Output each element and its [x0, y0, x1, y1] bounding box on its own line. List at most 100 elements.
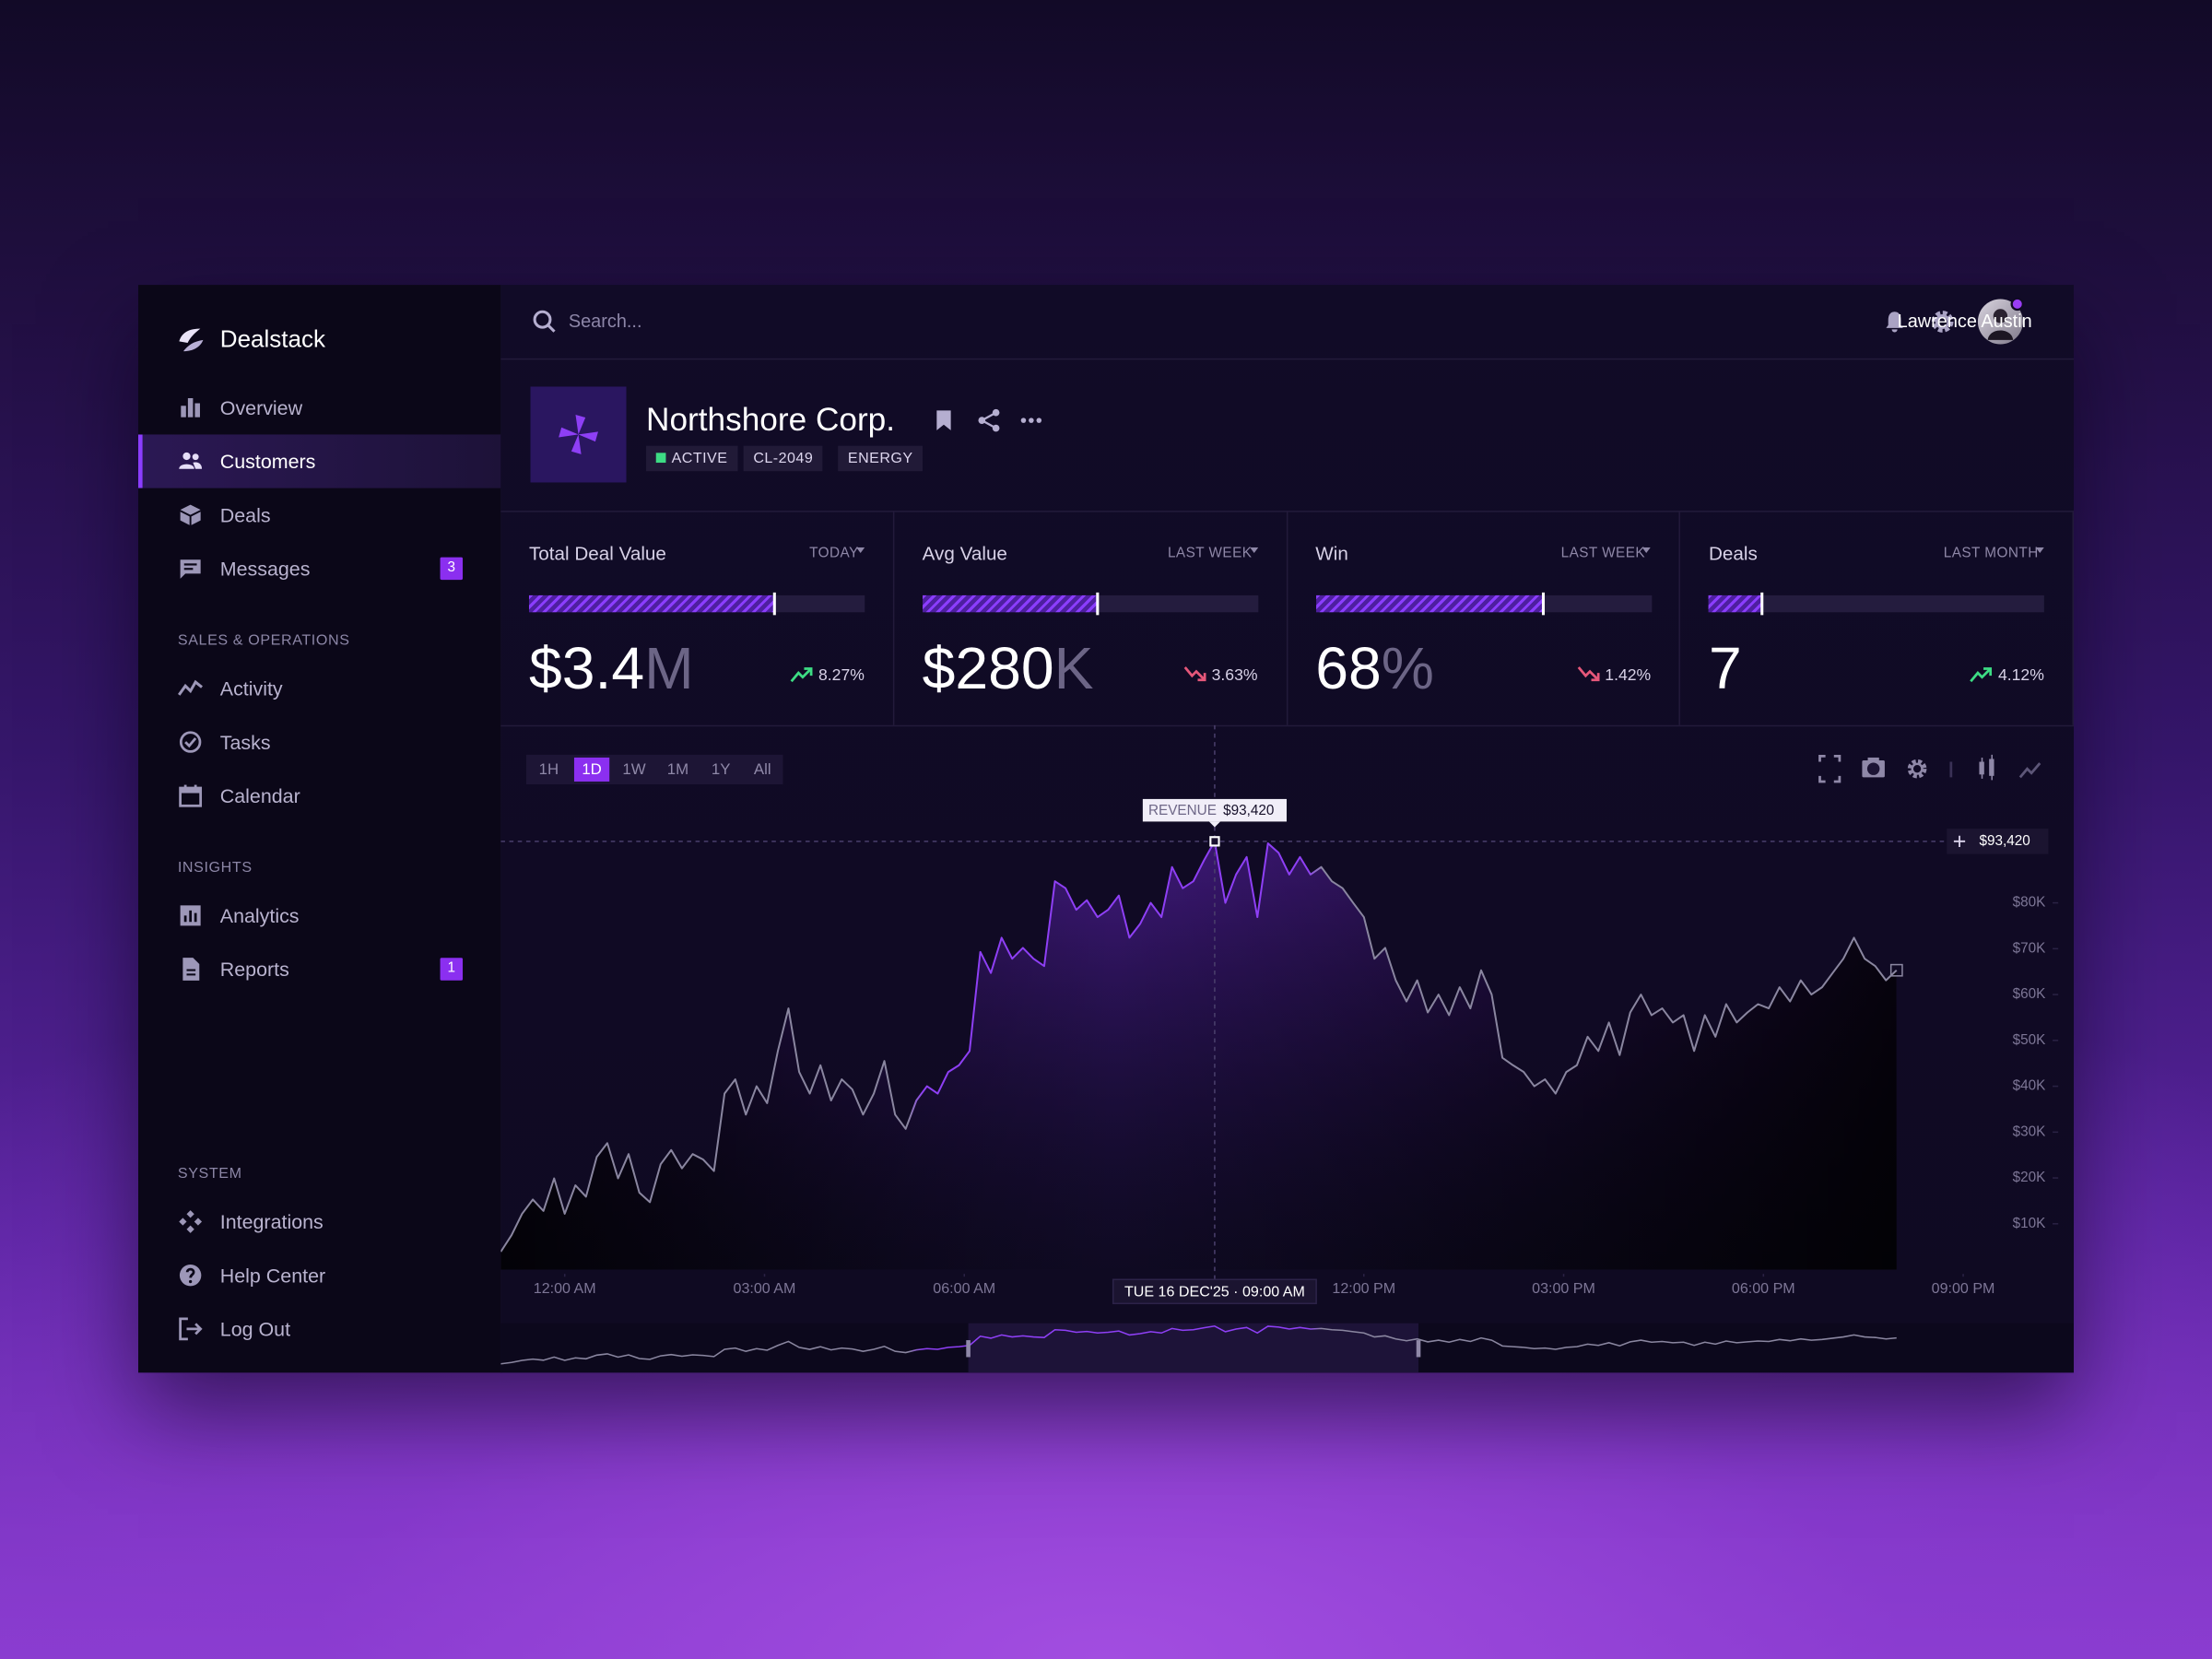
- kpi-change-text: 4.12%: [1997, 666, 2044, 685]
- logo-petal: [575, 415, 586, 435]
- nav-item[interactable]: Overview: [138, 381, 500, 434]
- icon-shape: [179, 1218, 187, 1226]
- search-input[interactable]: Search...: [568, 310, 642, 332]
- navigator-handle[interactable]: [1416, 1340, 1421, 1358]
- x-tick-label: 06:00 AM: [933, 1280, 995, 1297]
- nav-label: Deals: [219, 503, 271, 526]
- icon-shape: [1818, 755, 1841, 783]
- x-tick-label: 12:00 AM: [534, 1280, 596, 1297]
- top-bar: Search... Lawrence Austin: [500, 285, 2074, 360]
- nav-item[interactable]: Log Out: [138, 1302, 500, 1356]
- kpi-period[interactable]: LAST WEEK: [1560, 546, 1646, 562]
- logo-petal: [578, 431, 598, 442]
- date-tag: [1112, 1278, 1317, 1305]
- kpi-title: Win: [1315, 543, 1348, 565]
- kpi-value: $280K: [923, 635, 1094, 702]
- nav-item[interactable]: Integrations: [138, 1194, 500, 1248]
- icon-shape: [194, 403, 200, 418]
- icon-shape: [936, 410, 951, 430]
- kpi-period[interactable]: LAST MONTH: [1943, 546, 2039, 562]
- trend-head: [1590, 673, 1600, 682]
- progress-fill: [1315, 594, 1544, 613]
- nav-item[interactable]: Tasks: [138, 715, 500, 769]
- icon-shape: [189, 910, 193, 923]
- share-icon[interactable]: [976, 407, 1002, 433]
- nav-icon: [179, 1317, 203, 1341]
- kpi-title: Total Deal Value: [528, 543, 666, 565]
- kpi-change-text: 8.27%: [818, 666, 865, 685]
- range-button[interactable]: 1Y: [712, 760, 731, 778]
- progress-marker: [1760, 592, 1764, 616]
- navigator-window: [968, 1323, 1419, 1373]
- icon-shape: [194, 1218, 203, 1226]
- nav-item[interactable]: Deals: [138, 488, 500, 542]
- caret-shape: [855, 547, 865, 553]
- avatar[interactable]: [1976, 296, 2027, 347]
- range-button[interactable]: 1D: [582, 760, 602, 778]
- logo-shape: [179, 328, 201, 343]
- settings-icon[interactable]: [1928, 308, 1957, 336]
- bookmark-icon[interactable]: [934, 409, 953, 431]
- area-shade: [500, 841, 1897, 1270]
- range-button[interactable]: 1W: [622, 760, 645, 778]
- range-button[interactable]: 1M: [667, 760, 688, 778]
- navigator-handle[interactable]: [966, 1340, 971, 1358]
- kpi-number: $280: [922, 634, 1054, 701]
- kpi-change: 1.42%: [1577, 665, 1651, 684]
- nav-item[interactable]: Messages 3: [138, 542, 500, 595]
- kpi-value: $3.4M: [529, 635, 694, 702]
- end-marker: [1889, 963, 1903, 977]
- x-tick-label: 12:00 PM: [1332, 1280, 1395, 1297]
- progress-track: [528, 592, 865, 616]
- date-label: TUE 16 DEC'25 · 09:00 AM: [1124, 1283, 1305, 1300]
- icon-shape: [1866, 762, 1880, 775]
- nav-item[interactable]: Customers: [138, 434, 501, 488]
- nav-item[interactable]: Analytics: [138, 888, 500, 942]
- icon-shape: [1029, 418, 1034, 423]
- kpi-change-text: 3.63%: [1211, 666, 1258, 685]
- y-tick-label: $40K: [2013, 1078, 2047, 1094]
- tag: ACTIVE: [646, 445, 738, 472]
- logo-bg: [530, 386, 627, 483]
- nav-item[interactable]: Help Center: [138, 1249, 500, 1302]
- kpi-change: 8.27%: [790, 665, 865, 684]
- y-tick-label: $80K: [2013, 895, 2047, 911]
- caret-shape: [1642, 547, 1652, 553]
- nav-item[interactable]: Reports 1: [138, 942, 500, 995]
- kpi-unit: K: [1053, 634, 1094, 701]
- kpi-card: Total Deal Value TODAY $3.4M 8.27%: [500, 511, 895, 725]
- nav-icon: [179, 784, 203, 807]
- range-button[interactable]: 1H: [539, 760, 559, 778]
- progress-track: [1315, 592, 1652, 616]
- section-title: SYSTEM: [177, 1165, 242, 1182]
- nav-label: Activity: [219, 677, 283, 700]
- nav-label: Log Out: [219, 1317, 291, 1341]
- nav-item[interactable]: Activity: [138, 662, 500, 715]
- progress-marker: [1542, 592, 1546, 616]
- kpi-period[interactable]: LAST WEEK: [1167, 546, 1253, 562]
- nav-icon: [180, 905, 201, 926]
- bell-icon[interactable]: [1882, 309, 1908, 335]
- y-tick-label: $60K: [2013, 986, 2047, 1002]
- kpi-period[interactable]: TODAY: [809, 546, 859, 562]
- icon-shape: [183, 784, 187, 791]
- trend-arrow: [1183, 666, 1206, 682]
- caret: [855, 547, 865, 553]
- nav-label: Messages: [219, 557, 311, 581]
- x-tick-label: 09:00 PM: [1932, 1280, 1995, 1297]
- icon-shape: [533, 310, 552, 329]
- more-icon[interactable]: [1020, 415, 1042, 426]
- brand-name: Dealstack: [219, 325, 326, 353]
- search-icon: [533, 310, 556, 333]
- nav-item[interactable]: Calendar: [138, 769, 500, 822]
- logo-petal: [571, 434, 582, 454]
- sidebar: Dealstack Overview Customers Deals Messages…: [138, 285, 502, 1373]
- icon-shape: [183, 568, 194, 571]
- user-name[interactable]: Lawrence Austin: [1897, 310, 2032, 332]
- icon-shape: [180, 512, 190, 525]
- status-dot: [2010, 297, 2025, 312]
- range-button[interactable]: All: [754, 760, 771, 778]
- icon-shape: [187, 398, 194, 418]
- icon-shape: [2018, 762, 2041, 779]
